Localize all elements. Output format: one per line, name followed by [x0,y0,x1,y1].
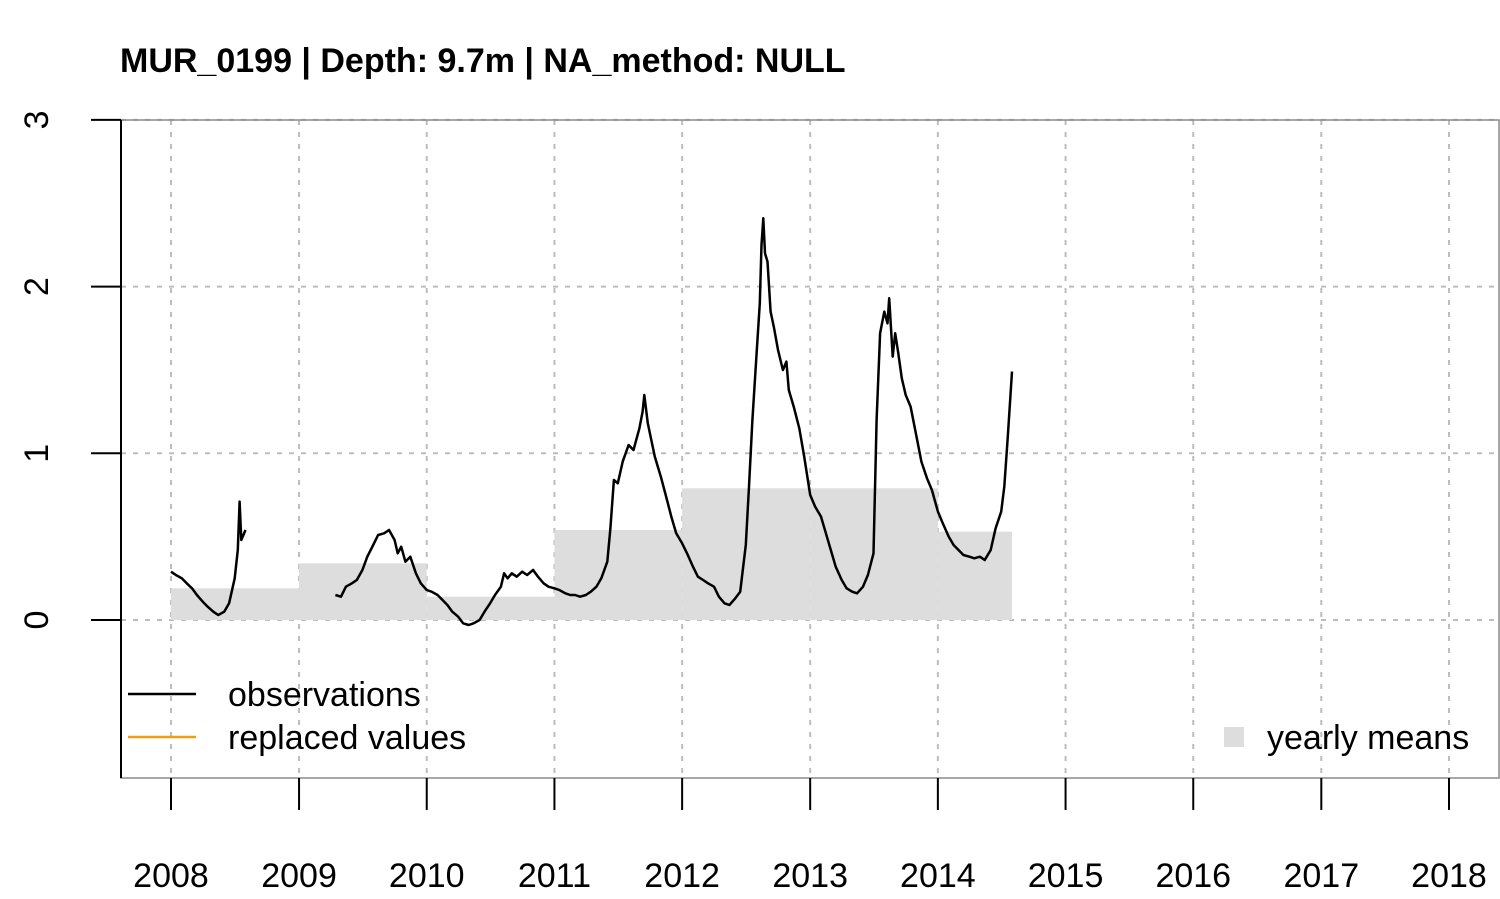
yearly-mean-bar [937,531,1013,620]
y-tick-label: 3 [18,110,56,129]
x-tick-label: 2008 [133,857,209,895]
legend-replaced-values-label: replaced values [228,719,466,757]
yearly-mean-bar [554,529,683,620]
yearly-means-bars [171,488,1013,620]
legend-yearly-means-swatch [1224,727,1244,747]
x-tick-label: 2010 [389,857,465,895]
chart-title: MUR_0199 | Depth: 9.7m | NA_method: NULL [120,42,846,80]
x-tick-label: 2017 [1283,857,1359,895]
x-tick-label: 2018 [1411,857,1487,895]
x-axis: 2008 2009 2010 2011 2012 2013 2014 2015 2016 2017… [133,778,1487,895]
x-tick-label: 2016 [1155,857,1231,895]
y-tick-label: 1 [18,444,56,463]
x-tick-label: 2014 [900,857,976,895]
series-line [170,500,247,617]
y-tick-label: 2 [18,277,56,296]
x-tick-label: 2012 [644,857,720,895]
x-tick-label: 2013 [772,857,848,895]
x-tick-label: 2009 [261,857,337,895]
x-tick-label: 2015 [1028,857,1104,895]
yearly-mean-bar [682,488,811,620]
legend-observations-label: observations [228,676,421,714]
legend: observations replaced values yearly mean… [128,676,1469,757]
x-tick-label: 2011 [518,857,591,895]
legend-yearly-means-label: yearly means [1267,719,1469,757]
yearly-mean-bar [171,588,300,620]
series-line [335,217,1014,627]
yearly-mean-bar [299,563,427,620]
yearly-mean-bar [426,596,555,620]
y-axis: 0 1 2 3 [18,110,122,778]
observation-lines [170,217,1014,627]
y-tick-label: 0 [18,611,56,630]
